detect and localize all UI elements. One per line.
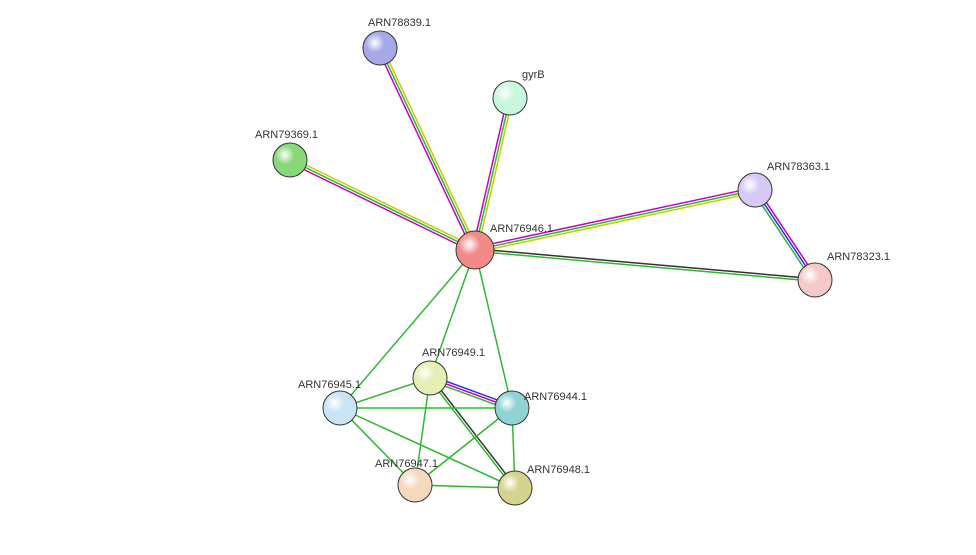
node-label: gyrB <box>522 69 545 81</box>
node-ARN78363_1[interactable]: ARN78363.1 <box>738 161 830 207</box>
node-label: ARN78839.1 <box>368 17 431 29</box>
node-ARN78839_1[interactable]: ARN78839.1 <box>363 17 431 65</box>
edge <box>382 47 477 249</box>
node-circle[interactable] <box>363 31 397 65</box>
edge <box>474 188 754 248</box>
node-gyrB[interactable]: gyrB <box>493 69 545 115</box>
edge <box>289 162 474 252</box>
edge <box>475 251 815 281</box>
node-circle[interactable] <box>413 361 447 395</box>
node-label: ARN76946.1 <box>490 223 553 235</box>
node-label: ARN76947.1 <box>375 458 438 470</box>
edge <box>290 160 475 250</box>
node-ARN76944_1[interactable]: ARN76944.1 <box>495 391 587 425</box>
edge <box>475 190 755 250</box>
node-label: ARN76944.1 <box>524 391 587 403</box>
node-circle[interactable] <box>493 81 527 115</box>
node-label: ARN78323.1 <box>827 251 890 263</box>
edge <box>475 249 815 279</box>
edges-layer <box>289 47 817 489</box>
node-circle[interactable] <box>273 143 307 177</box>
node-label: ARN76945.1 <box>298 379 361 391</box>
edge <box>378 49 473 251</box>
edge <box>291 158 476 248</box>
node-circle[interactable] <box>798 263 832 297</box>
edge <box>475 250 512 408</box>
edge <box>380 48 475 250</box>
nodes-layer: ARN78839.1 gyrB ARN79369.1 ARN78363.1 ARN769… <box>255 17 890 505</box>
node-ARN76948_1[interactable]: ARN76948.1 <box>498 464 590 505</box>
node-circle[interactable] <box>398 468 432 502</box>
node-label: ARN78363.1 <box>767 161 830 173</box>
node-label: ARN79369.1 <box>255 129 318 141</box>
node-ARN76947_1[interactable]: ARN76947.1 <box>375 458 438 502</box>
network-graph: ARN78839.1 gyrB ARN79369.1 ARN78363.1 ARN769… <box>0 0 976 555</box>
node-circle[interactable] <box>498 471 532 505</box>
node-label: ARN76949.1 <box>422 347 485 359</box>
node-circle[interactable] <box>738 173 772 207</box>
node-circle[interactable] <box>456 231 494 269</box>
node-circle[interactable] <box>323 391 357 425</box>
node-ARN78323_1[interactable]: ARN78323.1 <box>798 251 890 297</box>
node-ARN76945_1[interactable]: ARN76945.1 <box>298 379 361 425</box>
node-label: ARN76948.1 <box>527 464 590 476</box>
